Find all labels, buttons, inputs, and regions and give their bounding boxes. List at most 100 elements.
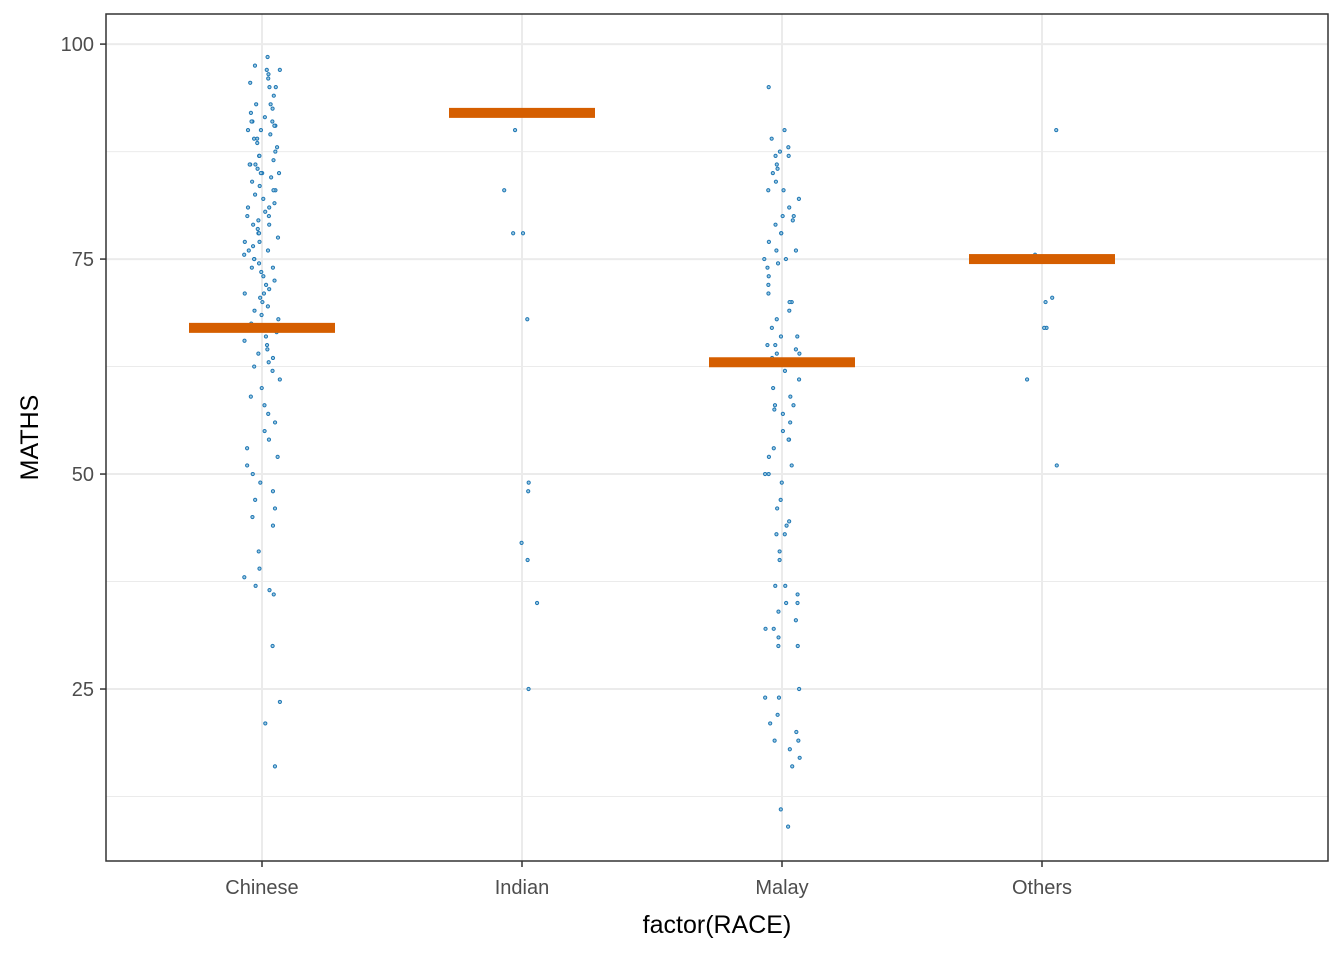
data-point: [271, 158, 276, 163]
data-point: [795, 600, 800, 606]
data-point: [242, 252, 247, 257]
data-point: [788, 420, 793, 425]
data-point: [773, 222, 778, 227]
data-point: [779, 480, 784, 485]
data-point: [264, 342, 270, 348]
data-point: [263, 334, 269, 339]
y-tick-label: 50: [72, 464, 94, 486]
data-point: [771, 626, 776, 631]
data-point: [272, 420, 278, 425]
data-point: [776, 643, 781, 649]
data-point: [774, 317, 779, 322]
data-point: [252, 63, 258, 68]
data-point: [1042, 325, 1047, 330]
data-point: [251, 222, 256, 227]
data-point: [775, 506, 780, 511]
panel-border: [105, 13, 1329, 862]
data-point: [267, 205, 272, 210]
data-point: [765, 265, 770, 270]
data-point: [534, 600, 540, 606]
data-point: [777, 549, 782, 554]
data-point: [275, 235, 281, 240]
data-point: [797, 351, 802, 356]
data-point: [256, 549, 261, 554]
data-point: [794, 729, 799, 735]
data-point: [773, 179, 779, 184]
data-point: [247, 162, 252, 167]
median-bar: [969, 254, 1115, 265]
data-point: [259, 385, 264, 391]
data-point: [502, 188, 507, 193]
data-point: [261, 274, 266, 279]
data-point: [778, 807, 783, 812]
median-bar: [449, 107, 595, 118]
data-point: [263, 209, 268, 214]
y-tick-label: 25: [72, 679, 94, 701]
data-point: [780, 411, 785, 416]
data-point: [267, 222, 272, 227]
data-point: [1024, 377, 1030, 382]
data-point: [771, 385, 776, 391]
data-point: [774, 162, 779, 167]
data-point: [771, 446, 776, 451]
data-point: [787, 205, 792, 210]
data-point: [265, 347, 270, 352]
data-point: [276, 317, 281, 322]
data-point: [778, 334, 784, 339]
data-point: [778, 497, 783, 502]
data-point: [793, 248, 799, 253]
y-tick-label: 75: [72, 249, 94, 271]
data-point: [268, 132, 273, 137]
data-point: [272, 278, 277, 283]
data-point: [277, 377, 282, 382]
data-point: [252, 256, 257, 262]
data-point: [766, 84, 771, 90]
data-point: [776, 609, 781, 614]
data-point: [267, 287, 272, 292]
data-point: [246, 248, 251, 253]
data-point: [276, 170, 282, 176]
data-point: [253, 583, 258, 588]
data-point: [259, 312, 264, 318]
data-point: [774, 351, 779, 356]
data-point: [256, 218, 261, 223]
data-point: [263, 721, 268, 726]
data-point: [252, 192, 258, 197]
data-point: [242, 575, 247, 580]
data-point: [253, 162, 258, 167]
data-point: [265, 248, 271, 253]
data-point: [768, 721, 773, 726]
data-point: [272, 506, 278, 511]
data-point: [773, 153, 778, 158]
data-point: [273, 149, 278, 154]
data-point: [252, 308, 257, 313]
data-point: [277, 67, 282, 72]
data-point: [266, 437, 272, 442]
data-points: [242, 54, 1059, 829]
data-point: [786, 153, 791, 158]
data-point: [787, 299, 792, 305]
data-point: [784, 523, 789, 528]
data-point: [250, 244, 256, 249]
data-point: [766, 188, 771, 193]
data-point: [790, 764, 795, 769]
data-point: [272, 201, 277, 206]
data-point: [266, 360, 271, 365]
data-point: [520, 231, 526, 236]
x-axis-title: factor(RACE): [643, 911, 792, 939]
y-axis-title: MATHS: [16, 395, 44, 481]
data-point: [787, 747, 792, 752]
data-point: [773, 342, 778, 348]
data-point: [776, 695, 782, 700]
data-point: [245, 205, 251, 210]
data-point: [270, 523, 276, 528]
data-point: [525, 557, 530, 563]
data-point: [242, 239, 247, 244]
data-point: [788, 394, 793, 399]
data-point: [789, 463, 794, 468]
data-point: [271, 188, 276, 193]
data-point: [795, 643, 800, 649]
x-tick-label: Malay: [755, 877, 808, 899]
data-point: [776, 635, 781, 640]
